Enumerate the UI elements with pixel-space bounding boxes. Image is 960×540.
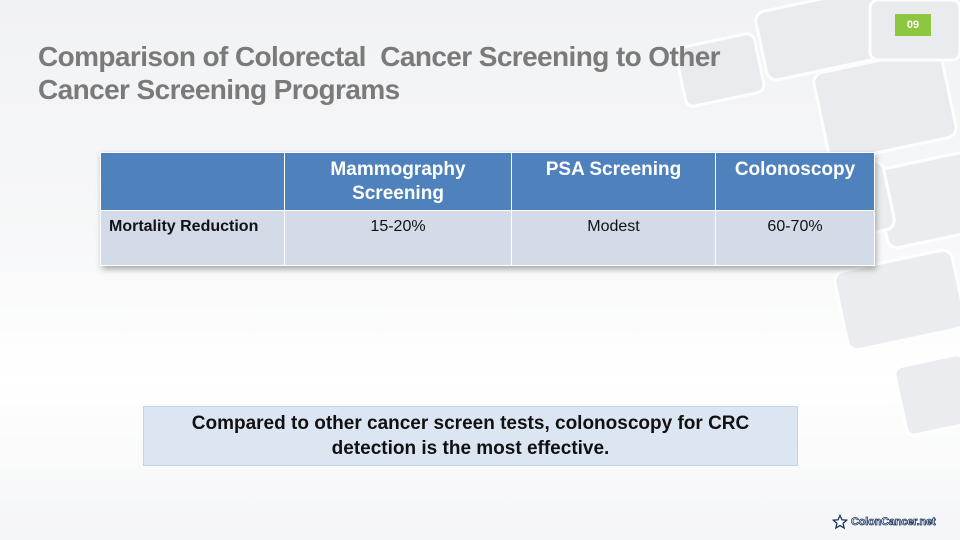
table-header-mammography: Mammography Screening xyxy=(284,152,512,211)
table-header-colonoscopy: Colonoscopy xyxy=(715,152,875,211)
cell-colonoscopy-value: 60-70% xyxy=(715,210,875,266)
star-logo-icon xyxy=(832,514,848,530)
slide-title-line-2: Cancer Screening Programs xyxy=(38,74,400,105)
table-header-empty xyxy=(100,152,285,211)
slide-title-line-1: Comparison of Colorectal Cancer Screenin… xyxy=(38,41,721,72)
table-header-psa: PSA Screening xyxy=(511,152,716,211)
coloncancer-logo: ColonCancer.net xyxy=(832,512,936,532)
row-label-mortality-reduction: Mortality Reduction xyxy=(100,210,285,266)
conclusion-text: Compared to other cancer screen tests, c… xyxy=(191,413,750,459)
table-row: Mortality Reduction 15-20% Modest 60-70% xyxy=(100,210,875,266)
cell-mammography-value: 15-20% xyxy=(284,210,512,266)
cell-psa-value: Modest xyxy=(511,210,716,266)
slide-title: Comparison of Colorectal Cancer Screenin… xyxy=(38,40,798,106)
logo-text: ColonCancer.net xyxy=(851,516,936,529)
page-number-badge: 09 xyxy=(895,14,931,36)
comparison-table: Mammography Screening PSA Screening Colo… xyxy=(100,152,875,266)
conclusion-callout: Compared to other cancer screen tests, c… xyxy=(143,406,798,466)
table-header-row: Mammography Screening PSA Screening Colo… xyxy=(100,152,875,211)
